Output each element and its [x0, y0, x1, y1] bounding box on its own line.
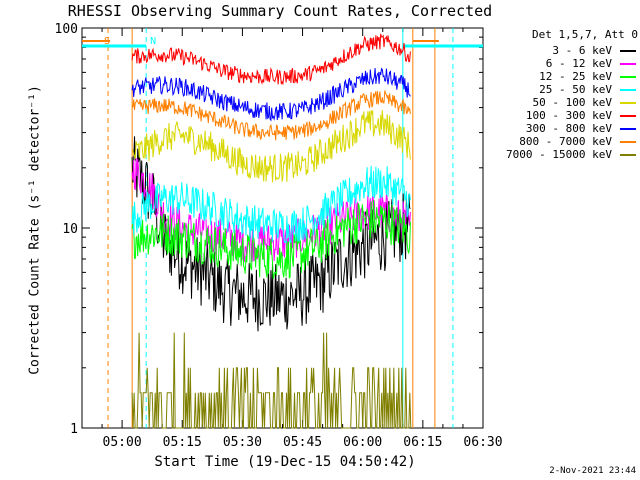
legend-swatch: [620, 50, 636, 52]
legend-entry: 800 - 7000 keV: [482, 135, 638, 148]
series-300-800-kev: [131, 67, 411, 122]
y-tick-label: 100: [55, 22, 78, 37]
legend-label: 50 - 100 keV: [532, 96, 612, 109]
series-800-7000-kev: [131, 90, 411, 141]
legend-label: 25 - 50 keV: [539, 83, 612, 96]
series-line: [131, 33, 411, 86]
legend-label: 800 - 7000 keV: [519, 135, 612, 148]
legend-swatch: [620, 102, 636, 104]
legend-label: 6 - 12 keV: [545, 57, 612, 70]
legend-swatch: [620, 154, 636, 156]
series-line: [131, 165, 411, 244]
legend-swatch: [620, 115, 636, 117]
x-tick-label: 05:15: [163, 435, 202, 450]
legend: Det 1,5,7, Att 0 3 - 6 keV 6 - 12 keV 12 -…: [482, 28, 638, 161]
legend-swatch: [620, 128, 636, 130]
series-50-100-kev: [131, 110, 411, 183]
legend-entry: 50 - 100 keV: [482, 96, 638, 109]
legend-entry: 12 - 25 keV: [482, 70, 638, 83]
x-axis-label: Start Time (19-Dec-15 04:50:42): [154, 454, 416, 470]
series-line: [131, 136, 411, 332]
series-line: [131, 110, 411, 183]
legend-entry: 300 - 800 keV: [482, 122, 638, 135]
y-tick-label: 10: [62, 222, 78, 237]
legend-swatch: [620, 63, 636, 65]
x-tick-label: 06:15: [403, 435, 442, 450]
legend-entry: 6 - 12 keV: [482, 57, 638, 70]
chart-title: RHESSI Observing Summary Count Rates, Co…: [67, 2, 493, 20]
series-3-6-kev: [131, 136, 411, 332]
legend-label: 12 - 25 keV: [539, 70, 612, 83]
series-line: [131, 200, 411, 279]
legend-swatch: [620, 141, 636, 143]
x-tick-label: 05:00: [103, 435, 142, 450]
series-25-50-kev: [131, 165, 411, 244]
legend-label: 7000 - 15000 keV: [506, 148, 612, 161]
legend-swatch: [620, 89, 636, 91]
x-tick-label: 06:00: [343, 435, 382, 450]
flag-marker-label: S: [104, 36, 110, 47]
x-tick-label: 05:45: [283, 435, 322, 450]
legend-header: Det 1,5,7, Att 0: [532, 28, 638, 41]
series-12-25-kev: [131, 200, 411, 279]
legend-swatch: [620, 76, 636, 78]
y-tick-label: 1: [70, 422, 78, 437]
flag-marker-label: N: [150, 36, 156, 47]
footer-date: 2-Nov-2021 23:44: [549, 466, 636, 476]
x-tick-label: 06:30: [463, 435, 502, 450]
legend-label: 300 - 800 keV: [525, 122, 612, 135]
series-line: [131, 67, 411, 122]
series-100-300-kev: [131, 33, 411, 86]
legend-entry: 7000 - 15000 keV: [482, 148, 638, 161]
x-tick-label: 05:30: [223, 435, 262, 450]
series-7000-15000-kev: [131, 332, 412, 429]
legend-label: 3 - 6 keV: [552, 44, 612, 57]
series-line: [131, 90, 411, 141]
y-axis-label: Corrected Count Rate (s⁻¹ detector⁻¹): [27, 85, 43, 375]
legend-label: 100 - 300 keV: [525, 109, 612, 122]
legend-entry: 3 - 6 keV: [482, 44, 638, 57]
legend-entry: 100 - 300 keV: [482, 109, 638, 122]
legend-entry: 25 - 50 keV: [482, 83, 638, 96]
series-line: [131, 332, 412, 429]
